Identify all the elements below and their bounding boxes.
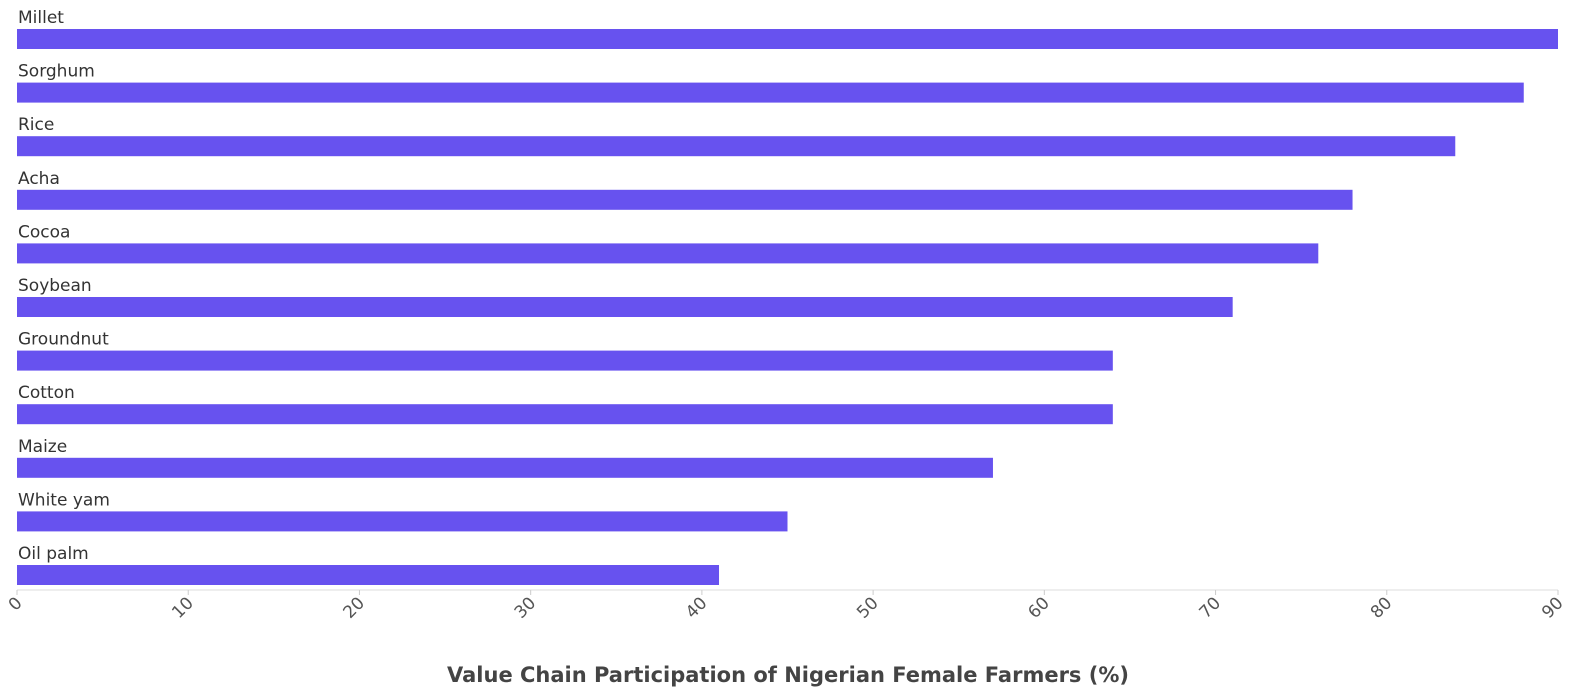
x-tick-label: 30 [511,593,540,622]
category-label: Sorghum [18,62,95,82]
bar [17,189,1353,210]
x-axis-title: Value Chain Participation of Nigerian Fe… [447,663,1129,687]
category-label: Cocoa [18,222,70,242]
x-tick-label: 70 [1196,593,1225,622]
category-label: Groundnut [18,330,109,350]
bar [17,565,720,585]
bar [17,350,1113,371]
category-label: Oil palm [18,544,89,564]
category-label: Acha [18,169,60,189]
x-tick-label: 60 [1024,593,1053,622]
category-label: Rice [18,115,54,135]
category-label: Maize [18,437,67,457]
x-tick-label: 40 [682,593,711,622]
bar [17,511,788,532]
bar [17,29,1558,49]
x-tick-label: 80 [1367,593,1396,622]
x-tick-label: 90 [1538,593,1567,622]
bar [17,404,1113,425]
bar [17,136,1456,157]
category-label: Cotton [18,383,75,403]
category-label: Soybean [18,276,92,296]
x-tick-label: 0 [5,593,27,615]
x-tick-label: 20 [340,593,369,622]
bar [17,297,1233,317]
x-tick-label: 50 [853,593,882,622]
bar [17,82,1524,103]
category-label: White yam [18,490,110,510]
x-tick-label: 10 [168,593,197,622]
bar [17,457,993,478]
bar [17,243,1319,264]
category-label: Millet [18,8,64,28]
